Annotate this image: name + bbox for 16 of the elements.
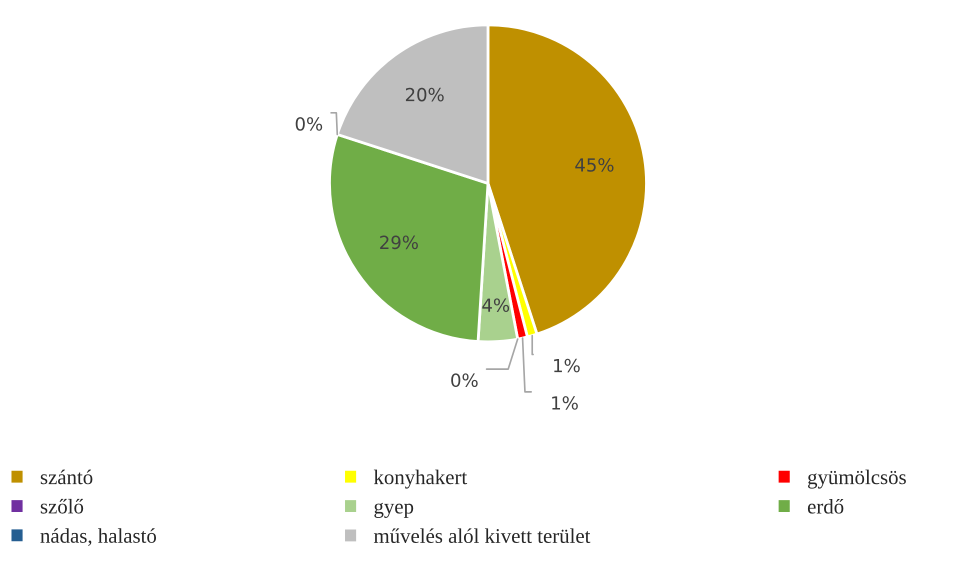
data-label: 29% <box>380 236 418 250</box>
legend-label: nádas, halastó <box>40 528 156 546</box>
legend-label: gyümölcsös <box>808 470 906 489</box>
legend-label: szántó <box>40 470 92 484</box>
data-label: 20% <box>406 88 444 102</box>
legend-label: szőlő <box>40 498 84 514</box>
legend-label: művelés alól kivett terület <box>374 528 590 544</box>
text: 0% <box>296 117 322 131</box>
legend-label: gyep <box>374 502 414 518</box>
data-label: 4% <box>482 298 510 312</box>
text: 0% <box>451 373 478 388</box>
legend-label: erdő <box>808 498 844 514</box>
data-label: 1% <box>554 358 580 372</box>
data-label: 45% <box>575 158 614 172</box>
legend-label: konyhakert <box>374 470 468 489</box>
data-label: 1% <box>552 396 578 410</box>
